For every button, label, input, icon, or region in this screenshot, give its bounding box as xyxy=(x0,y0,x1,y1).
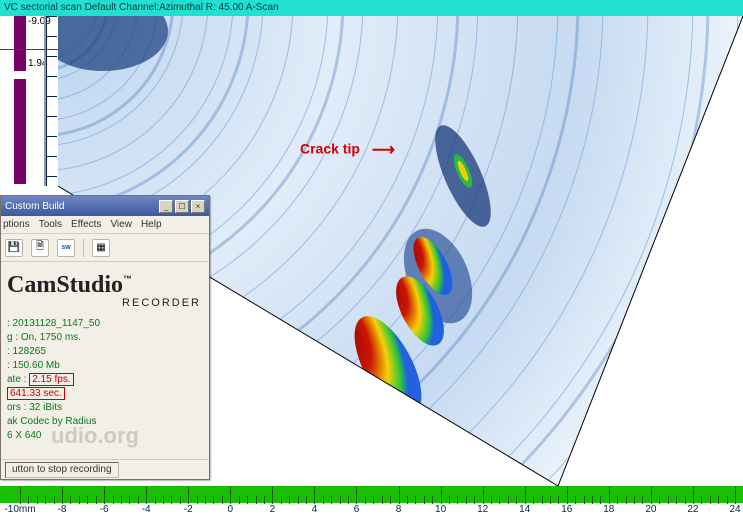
ruler-label: 22 xyxy=(687,504,698,515)
ruler-label: 12 xyxy=(477,504,488,515)
ruler-label: 18 xyxy=(603,504,614,515)
minimize-button[interactable]: _ xyxy=(159,200,173,213)
menu-help[interactable]: Help xyxy=(141,219,162,230)
stat-frames: : 128265 xyxy=(7,345,203,359)
stat-dim: 6 X 640 xyxy=(7,429,203,443)
toolbar-swf-icon[interactable]: sw xyxy=(57,239,75,257)
camstudio-titlebar[interactable]: Custom Build _ ☐ × xyxy=(1,196,209,216)
camstudio-statusbar: utton to stop recording xyxy=(1,459,209,479)
crack-tip-annotation: Crack tip ⟶ xyxy=(300,140,395,160)
stat-rate-value: 2.15 fps. xyxy=(29,373,73,386)
stat-time-value: 641.33 sec. xyxy=(7,387,65,400)
camstudio-brand: CamStudio™ xyxy=(7,272,203,299)
toolbar-view-icon[interactable]: ▦ xyxy=(92,239,110,257)
stat-rate: ate : 2.15 fps. xyxy=(7,373,203,387)
menu-options[interactable]: ptions xyxy=(3,219,30,230)
stat-size: : 150.60 Mb xyxy=(7,359,203,373)
camstudio-stats: : 20131128_1147_50 g : On, 1750 ms. : 12… xyxy=(7,317,203,443)
close-button[interactable]: × xyxy=(191,200,205,213)
stat-mode: g : On, 1750 ms. xyxy=(7,331,203,345)
menu-tools[interactable]: Tools xyxy=(39,219,62,230)
toolbar-sep-icon xyxy=(83,239,84,257)
axis-ticks xyxy=(47,16,58,186)
ruler-label: -2 xyxy=(184,504,193,515)
arrow-right-icon: ⟶ xyxy=(372,140,395,160)
camstudio-title: Custom Build xyxy=(5,201,64,212)
stat-file: : 20131128_1147_50 xyxy=(7,317,203,331)
toolbar-save-icon[interactable]: 💾 xyxy=(5,239,23,257)
ruler-label: 16 xyxy=(561,504,572,515)
ruler-label: 20 xyxy=(645,504,656,515)
camstudio-body: CamStudio™ RECORDER : 20131128_1147_50 g… xyxy=(1,262,209,447)
stat-codec: ak Codec by Radius xyxy=(7,415,203,429)
statusbar-text: utton to stop recording xyxy=(5,462,119,478)
ruler-label: 14 xyxy=(519,504,530,515)
menu-view[interactable]: View xyxy=(110,219,132,230)
ruler-label: 6 xyxy=(354,504,360,515)
ruler-label: -8 xyxy=(58,504,67,515)
toolbar-doc-icon[interactable]: 🗎 xyxy=(31,239,49,257)
axis-purple-bar-2 xyxy=(14,79,26,184)
ruler-label: -6 xyxy=(100,504,109,515)
ruler-label: -10mm xyxy=(4,504,35,515)
axis-purple-bar-1 xyxy=(14,16,26,71)
ruler-label: 0 xyxy=(228,504,234,515)
ruler-label: 10 xyxy=(435,504,446,515)
window-title-bar: VC sectorial scan Default Channel:Azimut… xyxy=(0,0,743,16)
maximize-button[interactable]: ☐ xyxy=(175,200,189,213)
camstudio-toolbar[interactable]: 💾 🗎 sw ▦ xyxy=(1,234,209,262)
ruler-ticks xyxy=(0,486,743,503)
ruler-labels: -10mm-8-6-4-2024681012141618202224 xyxy=(0,504,743,520)
ruler-label: 8 xyxy=(396,504,402,515)
window-title-text: VC sectorial scan Default Channel:Azimut… xyxy=(4,2,279,13)
stat-bits: ors : 32 iBits xyxy=(7,401,203,415)
ruler-label: -4 xyxy=(142,504,151,515)
annotation-text: Crack tip xyxy=(300,141,360,157)
camstudio-window[interactable]: Custom Build _ ☐ × ptions Tools Effects … xyxy=(0,195,210,480)
ruler-label: 4 xyxy=(312,504,318,515)
camstudio-menubar[interactable]: ptions Tools Effects View Help xyxy=(1,216,209,234)
menu-effects[interactable]: Effects xyxy=(71,219,101,230)
bottom-ruler: -10mm-8-6-4-2024681012141618202224 xyxy=(0,486,743,521)
ruler-label: 2 xyxy=(270,504,276,515)
ruler-label: 24 xyxy=(729,504,740,515)
stat-time: 641.33 sec. xyxy=(7,387,203,401)
